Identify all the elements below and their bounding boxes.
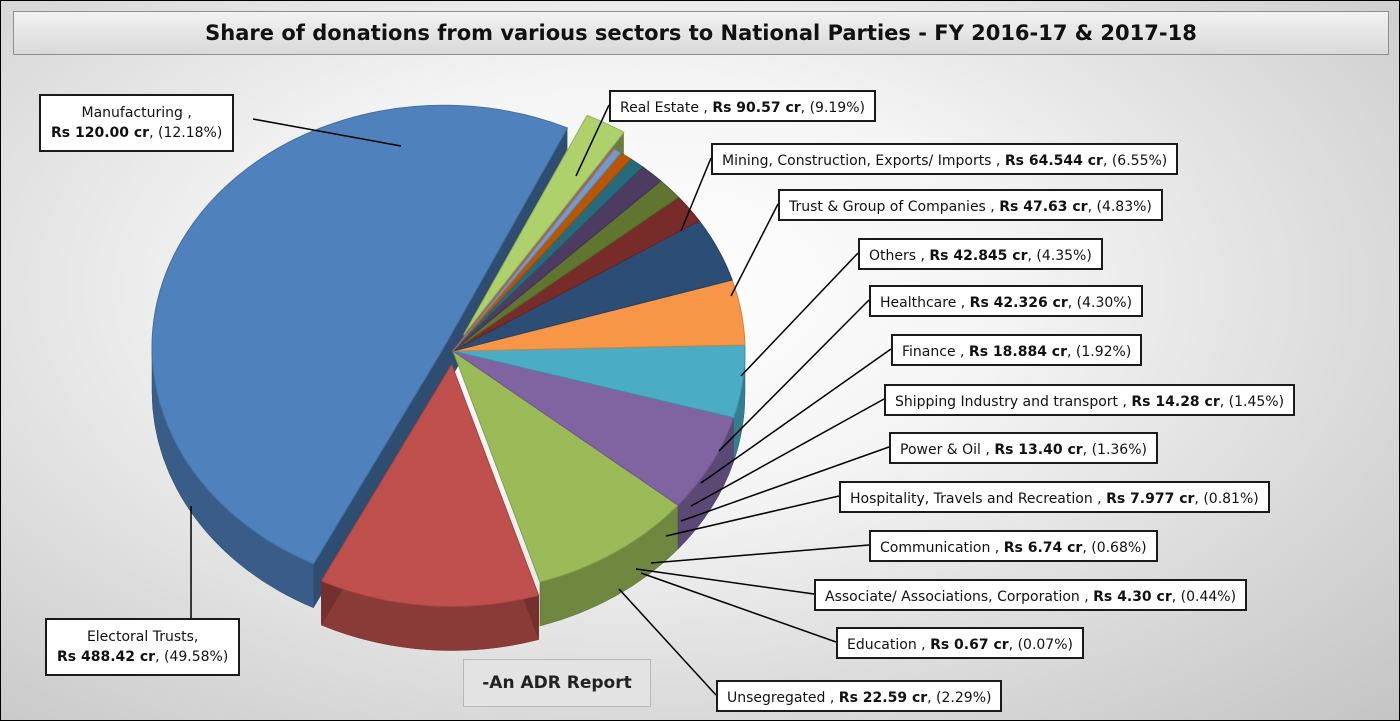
pie-slice [151, 104, 569, 565]
slice-label: Healthcare , Rs 42.326 cr, (4.30%) [869, 285, 1144, 317]
slice-label-percent: , (0.07%) [1008, 637, 1073, 653]
leader-line [718, 299, 870, 452]
slice-label-name: Others [869, 248, 917, 264]
slice-label: Electoral Trusts, Rs 488.42 cr, (49.58%) [45, 618, 241, 676]
leader-line [665, 495, 840, 537]
leader-line [635, 568, 815, 595]
slice-label-percent: , (12.18%) [149, 125, 223, 141]
slice-label-percent: , (2.29%) [927, 690, 992, 706]
slice-label-percent: , (1.45%) [1219, 394, 1285, 410]
slice-label-percent: , (0.44%) [1171, 589, 1237, 605]
slice-label: Finance , Rs 18.884 cr, (1.92%) [891, 334, 1143, 366]
pie-slice [452, 350, 735, 506]
slice-label-value: Rs 22.59 cr [838, 690, 928, 706]
leader-line [700, 348, 892, 484]
slice-label-value: Rs 6.74 cr [1003, 540, 1083, 556]
slice-label-percent: , (9.19%) [800, 100, 865, 116]
slice-label-name: Associate/ Associations, Corporation [825, 589, 1080, 605]
slice-label-separator: , [193, 629, 199, 645]
pie-slice [320, 363, 540, 608]
leader-line [690, 398, 885, 507]
slice-label-value: Rs 0.67 cr [930, 637, 1009, 653]
slice-label: Shipping Industry and transport , Rs 14.… [884, 384, 1296, 416]
pie-slice [451, 349, 679, 583]
slice-label-name: Healthcare [880, 295, 957, 311]
slice-label-name: Mining, Construction, Exports/ Imports [722, 153, 992, 169]
slice-label-name: Real Estate [620, 100, 699, 116]
leader-line [252, 118, 402, 147]
slice-label-name: Education [847, 637, 917, 653]
slice-label-value: Rs 4.30 cr [1093, 589, 1172, 605]
slice-label-value: Rs 47.63 cr [999, 199, 1088, 215]
slice-label-name: Manufacturing [81, 105, 183, 121]
slice-label-percent: , (1.36%) [1082, 442, 1147, 458]
slice-label-value: Rs 90.57 cr [712, 100, 801, 116]
slice-label-value: Rs 64.544 cr [1004, 153, 1103, 169]
slice-label: Trust & Group of Companies , Rs 47.63 cr… [778, 189, 1163, 221]
slice-label-percent: , (4.30%) [1067, 295, 1133, 311]
slice-label: Power & Oil , Rs 13.40 cr, (1.36%) [889, 432, 1158, 464]
slice-label-separator: , [980, 442, 990, 458]
slice-label-name: Shipping Industry and transport [895, 394, 1119, 410]
slice-label: Manufacturing , Rs 120.00 cr, (12.18%) [39, 94, 235, 152]
slice-label-separator: , [698, 100, 708, 116]
slice-label: Unsegregated , Rs 22.59 cr, (2.29%) [716, 680, 1003, 712]
slice-label-percent: , (4.35%) [1027, 248, 1092, 264]
slice-label-value: Rs 14.28 cr [1131, 394, 1220, 410]
slice-label-separator: , [1118, 394, 1127, 410]
slice-label-value: Rs 120.00 cr [51, 125, 150, 141]
slice-label-name: Communication [880, 540, 991, 556]
slice-label-value: Rs 18.884 cr [968, 344, 1068, 360]
slice-label-separator: , [825, 690, 835, 706]
leader-line [680, 157, 712, 232]
slice-label: Education , Rs 0.67 cr, (0.07%) [836, 627, 1084, 659]
slice-label-percent: , (1.92%) [1067, 344, 1132, 360]
slice-label-percent: , (0.81%) [1194, 491, 1259, 507]
slice-label-percent: , (6.55%) [1102, 153, 1168, 169]
leader-line [730, 203, 779, 297]
leader-line [650, 544, 870, 564]
slice-label-name: Hospitality, Travels and Recreation [850, 491, 1093, 507]
leader-line [640, 572, 837, 643]
slice-label-value: Rs 7.977 cr [1106, 491, 1195, 507]
slice-label-name: Finance [902, 344, 956, 360]
slice-label-name: Trust & Group of Companies [789, 199, 986, 215]
leader-line [618, 588, 717, 696]
source-note: -An ADR Report [463, 659, 651, 707]
slice-label-name: Power & Oil [900, 442, 981, 458]
slice-label-name: Unsegregated [727, 690, 826, 706]
slice-label-separator: , [991, 153, 1001, 169]
slice-label: Others , Rs 42.845 cr, (4.35%) [858, 238, 1103, 270]
leader-line [740, 252, 859, 377]
slice-label: Mining, Construction, Exports/ Imports ,… [711, 143, 1179, 175]
slice-label: Real Estate , Rs 90.57 cr, (9.19%) [609, 90, 876, 122]
chart-title: Share of donations from various sectors … [13, 11, 1389, 55]
slice-label: Communication , Rs 6.74 cr, (0.68%) [869, 530, 1158, 562]
pie-slice [463, 114, 625, 335]
slice-label-separator: , [916, 248, 925, 264]
slice-label-value: Rs 488.42 cr [57, 649, 156, 665]
slice-label: Associate/ Associations, Corporation , R… [814, 579, 1248, 611]
slice-label-percent: , (4.83%) [1087, 199, 1152, 215]
pie-slice [452, 147, 615, 352]
leader-line [575, 104, 610, 177]
slice-label-value: Rs 42.326 cr [969, 295, 1068, 311]
slice-label-name: Electoral Trusts [86, 629, 194, 645]
leader-line [680, 446, 890, 522]
slice-label-value: Rs 13.40 cr [994, 442, 1083, 458]
slice-label-separator: , [1079, 589, 1089, 605]
slice-label-separator: , [916, 637, 926, 653]
slice-label-separator: , [955, 344, 965, 360]
slice-label-percent: , (49.58%) [155, 649, 229, 665]
slice-label-separator: , [1092, 491, 1102, 507]
slice-label: Hospitality, Travels and Recreation , Rs… [839, 481, 1270, 513]
slice-label-separator: , [990, 540, 1000, 556]
slice-label-separator: , [182, 105, 192, 121]
slice-label-value: Rs 42.845 cr [929, 248, 1028, 264]
slice-label-separator: , [985, 199, 995, 215]
slice-label-percent: , (0.68%) [1082, 540, 1147, 556]
slice-label-separator: , [956, 295, 966, 311]
